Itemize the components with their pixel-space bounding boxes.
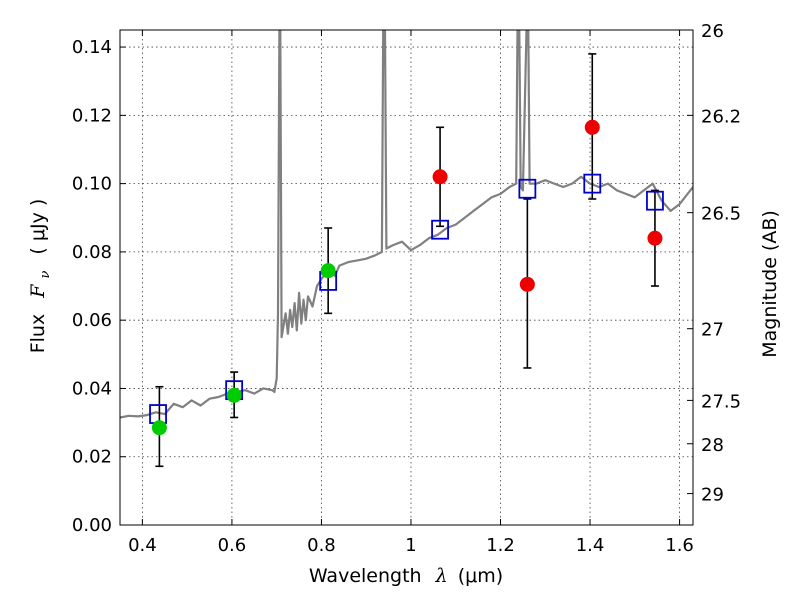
y2-tick-label: 26.2 (701, 106, 741, 127)
x-tick-label: 0.4 (128, 535, 157, 556)
y-axis-title: Flux F ν ( μJy ) (27, 199, 54, 354)
y-axis-title-text: Flux (27, 314, 49, 354)
detection-point (151, 420, 167, 436)
y-tick-label: 0.10 (72, 174, 112, 195)
plot-frame (119, 29, 694, 526)
x-tick-label: 1.6 (665, 535, 694, 556)
x-axis-title-unit: (μm) (458, 565, 503, 587)
y2-tick-label: 26 (701, 21, 724, 42)
y2-axis-title: Magnitude (AB) (759, 210, 781, 358)
x-tick-label: 1 (405, 535, 416, 556)
y-tick-label: 0.08 (72, 242, 112, 263)
x-tick-label: 1.2 (486, 535, 515, 556)
y-axis-title-symbol: F (27, 284, 49, 299)
detection-point (320, 263, 336, 279)
axis-ticks: 0.4 0.6 0.8 1 1.2 1.4 1.6 0.00 0.02 0.04 0.06 0.08 0… (72, 21, 741, 556)
y-tick-label: 0.04 (72, 378, 112, 399)
detection-point (584, 119, 600, 135)
x-axis-title-symbol: λ (435, 565, 448, 587)
grid (120, 30, 693, 526)
detection-point (226, 387, 242, 403)
y-tick-label: 0.06 (72, 310, 112, 331)
detection-point (647, 230, 663, 246)
model-photometry-square (431, 219, 449, 240)
y2-tick-label: 28 (701, 435, 724, 456)
y2-tick-label: 29 (701, 485, 724, 506)
x-tick-label: 0.6 (218, 535, 247, 556)
spectrum-line (120, 30, 693, 419)
y-tick-label: 0.12 (72, 105, 112, 126)
model-photometry-square (518, 178, 537, 199)
x-axis-title-text: Wavelength (309, 565, 422, 587)
y-axis-title-subscript: ν (38, 271, 53, 279)
x-tick-label: 0.8 (307, 535, 336, 556)
x-tick-label: 1.4 (576, 535, 605, 556)
detection-point (519, 276, 535, 292)
x-axis-title: Wavelength λ (μm) (309, 565, 503, 587)
model-photometry-square (646, 190, 664, 211)
y2-tick-label: 27 (701, 320, 724, 341)
detection-point (432, 169, 448, 185)
y-tick-label: 0.00 (72, 515, 112, 536)
y2-tick-label: 27.5 (701, 391, 741, 412)
model-photometry-square (583, 173, 602, 194)
y-tick-label: 0.02 (72, 447, 112, 468)
plot-area (120, 30, 693, 468)
y2-tick-label: 26.5 (701, 204, 741, 225)
y-tick-label: 0.14 (72, 37, 112, 58)
y-axis-title-unit: ( μJy ) (27, 199, 49, 255)
